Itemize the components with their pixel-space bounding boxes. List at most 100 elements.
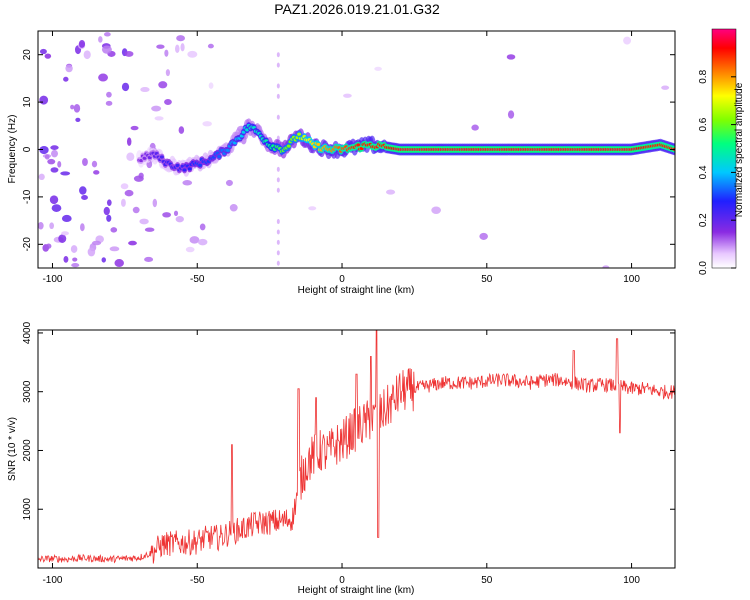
noise-blob: [139, 218, 149, 225]
noise-blob: [276, 166, 280, 172]
noise-blob: [276, 260, 280, 266]
snr-y-label: SNR (10 * v/v): [7, 417, 18, 481]
noise-blob: [114, 259, 124, 268]
noise-blob: [199, 223, 206, 231]
noise-blob: [175, 215, 184, 223]
y-tick-label: 0: [22, 146, 33, 152]
noise-blob: [471, 124, 479, 131]
noise-blob: [152, 198, 158, 208]
x-tick-label: -50: [190, 274, 205, 285]
noise-blob: [276, 250, 280, 256]
noise-blob: [50, 145, 59, 150]
noise-blob: [120, 198, 126, 207]
ridge-core: [316, 142, 321, 147]
noise-blob: [229, 204, 238, 212]
noise-blob: [507, 110, 515, 119]
snr-series-line: [38, 330, 675, 564]
ridge-core: [182, 168, 187, 172]
ridge-core: [241, 130, 246, 134]
noise-blob: [78, 40, 86, 48]
noise-blob: [92, 240, 102, 246]
noise-blob: [189, 236, 200, 244]
noise-blob: [276, 187, 280, 193]
noise-blob: [164, 99, 172, 106]
colorbar-label: Normalized spectral amplitude: [734, 82, 745, 217]
noise-blob: [185, 246, 195, 253]
noise-blob: [80, 223, 85, 232]
noise-blob: [602, 265, 610, 268]
noise-blob: [374, 66, 382, 71]
noise-blob: [225, 179, 233, 187]
noise-blob: [60, 171, 71, 176]
noise-blob: [202, 121, 212, 127]
x-tick-label: -100: [42, 575, 62, 586]
noise-blob: [110, 227, 118, 233]
noise-blob: [91, 160, 98, 168]
noise-blob: [623, 36, 632, 45]
noise-blob: [70, 245, 78, 253]
noise-blob: [45, 243, 52, 249]
noise-blob: [126, 137, 132, 146]
snr-x-ticks: -100 -50 0 50 100: [42, 330, 640, 586]
noise-blob: [173, 210, 179, 216]
noise-blob: [63, 256, 69, 263]
noise-blob: [58, 234, 67, 243]
colorbar-gradient: [711, 28, 737, 269]
ridge-core: [356, 143, 361, 147]
x-tick-label: 50: [481, 274, 493, 285]
noise-blob: [276, 177, 280, 183]
noise-blob: [65, 64, 73, 73]
noise-blob: [208, 82, 214, 89]
noise-blob: [207, 43, 214, 49]
y-tick-label: 4000: [22, 321, 33, 344]
noise-blob: [49, 195, 59, 205]
noise-blob: [106, 214, 112, 222]
noise-blob: [101, 45, 112, 54]
noise-blob: [101, 257, 106, 263]
noise-blob: [276, 114, 280, 120]
noise-blob: [61, 214, 72, 223]
noise-blob: [144, 227, 155, 232]
noise-blob: [126, 152, 135, 162]
noise-blob: [276, 219, 280, 225]
ridge-core: [245, 128, 250, 132]
noise-blob: [75, 117, 81, 122]
ridge-core: [286, 144, 291, 148]
noise-blob: [105, 100, 113, 106]
y-tick-label: -20: [22, 237, 33, 252]
noise-blob: [162, 212, 172, 218]
noise-blob: [187, 50, 198, 58]
y-tick-label: 10: [22, 96, 33, 108]
noise-blob: [120, 183, 129, 190]
x-tick-label: 50: [481, 575, 493, 586]
noise-blob: [431, 206, 441, 214]
snr-frame: [37, 329, 676, 569]
noise-blob: [151, 105, 162, 112]
noise-blob: [180, 43, 185, 52]
y-tick-label: 3000: [22, 380, 33, 403]
noise-blob: [176, 35, 185, 42]
noise-blob: [479, 232, 488, 240]
snr-y-ticks: 1000 2000 3000 4000: [22, 321, 675, 520]
y-tick-label: 2000: [22, 439, 33, 462]
noise-blob: [93, 170, 100, 175]
noise-blob: [276, 229, 280, 235]
noise-blob: [276, 62, 280, 68]
noise-blob: [71, 262, 80, 268]
noise-blob: [109, 246, 120, 252]
ridge-core: [139, 158, 144, 163]
noise-blob: [106, 91, 112, 98]
ridge-core: [175, 163, 180, 168]
chart-title: PAZ1.2026.019.21.01.G32: [274, 1, 440, 17]
noise-blob: [140, 86, 150, 93]
noise-blob: [51, 149, 59, 158]
noise-blob: [121, 82, 130, 92]
spectrogram-x-ticks: -100 -50 0 50 100: [42, 31, 640, 285]
colorbar-tick-label: 0.6: [698, 117, 709, 131]
colorbar-ticks: 0.0 0.2 0.4 0.6 0.8: [698, 69, 736, 275]
noise-blob: [39, 95, 49, 105]
noise-blob: [276, 83, 280, 89]
noise-blob: [276, 52, 280, 58]
